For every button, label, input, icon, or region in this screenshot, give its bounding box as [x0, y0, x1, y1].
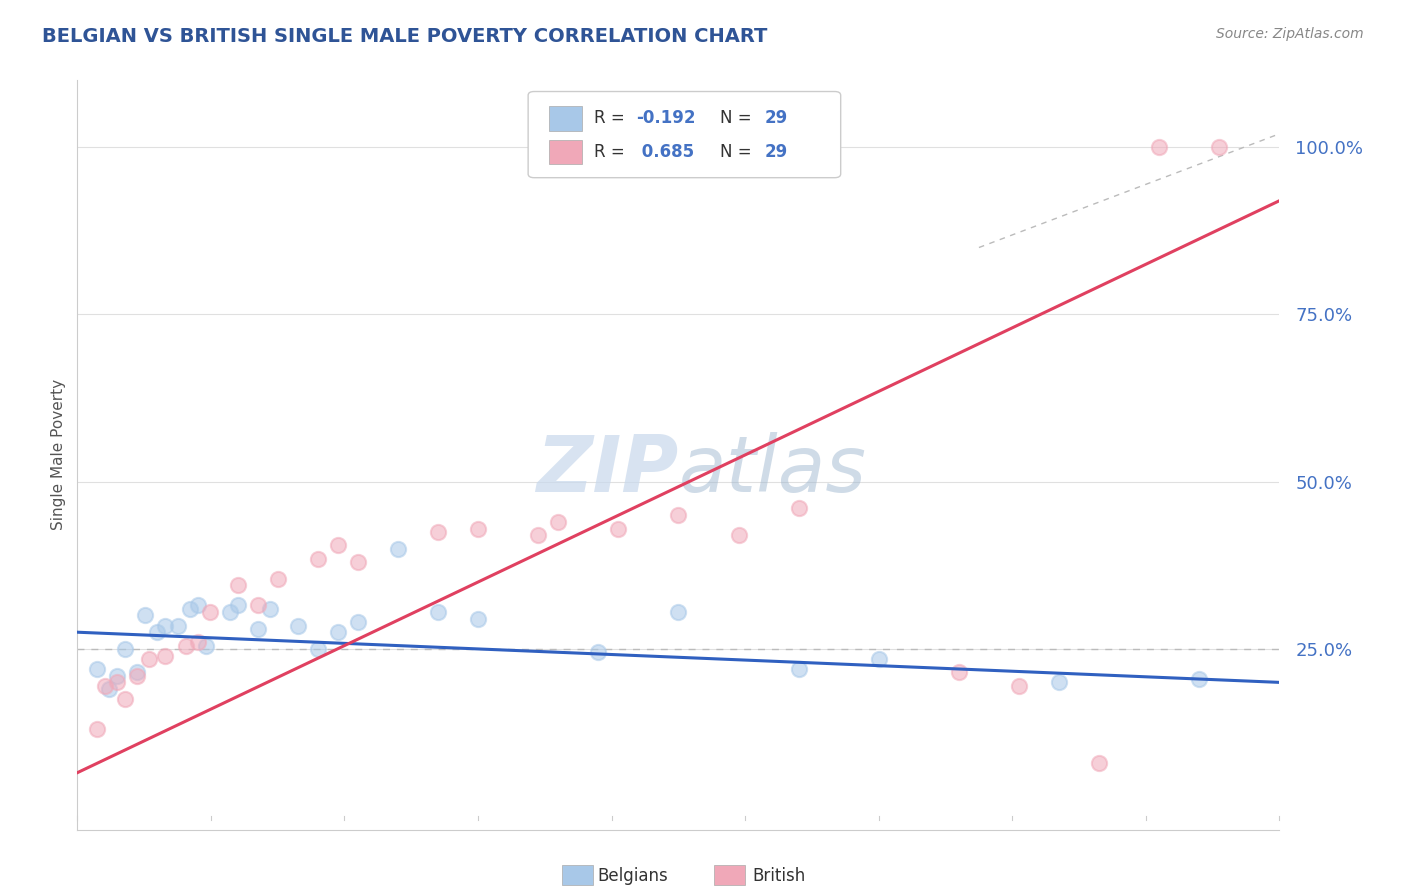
Point: [527, 528, 550, 542]
Text: ZIP: ZIP: [536, 432, 679, 508]
Point: [868, 652, 890, 666]
Point: [246, 599, 269, 613]
Point: [127, 665, 149, 680]
Text: -0.192: -0.192: [637, 110, 696, 128]
Point: [387, 541, 409, 556]
Point: [1008, 679, 1031, 693]
Point: [948, 665, 970, 680]
Text: Source: ZipAtlas.com: Source: ZipAtlas.com: [1216, 27, 1364, 41]
Point: [114, 692, 136, 706]
Y-axis label: Single Male Poverty: Single Male Poverty: [51, 379, 66, 531]
Point: [1088, 756, 1111, 770]
Point: [134, 608, 156, 623]
Point: [186, 599, 209, 613]
Point: [607, 521, 630, 535]
Point: [668, 508, 690, 523]
Point: [198, 605, 221, 619]
Point: [114, 642, 136, 657]
Point: [174, 639, 197, 653]
Text: N =: N =: [720, 143, 758, 161]
Point: [1047, 675, 1070, 690]
Text: atlas: atlas: [679, 432, 866, 508]
Point: [127, 669, 149, 683]
Point: [86, 662, 108, 676]
FancyBboxPatch shape: [548, 106, 582, 130]
Point: [246, 622, 269, 636]
Point: [107, 675, 129, 690]
Text: R =: R =: [595, 143, 630, 161]
Point: [146, 625, 169, 640]
Point: [94, 679, 117, 693]
Point: [98, 682, 121, 697]
Point: [467, 521, 489, 535]
Point: [347, 615, 370, 630]
Point: [267, 572, 290, 586]
Point: [1208, 140, 1230, 154]
Point: [307, 642, 329, 657]
Point: [588, 645, 610, 659]
Point: [86, 723, 108, 737]
Point: [155, 618, 177, 632]
Point: [166, 618, 188, 632]
Point: [668, 605, 690, 619]
Text: BELGIAN VS BRITISH SINGLE MALE POVERTY CORRELATION CHART: BELGIAN VS BRITISH SINGLE MALE POVERTY C…: [42, 27, 768, 45]
Point: [326, 538, 349, 552]
Point: [179, 602, 201, 616]
FancyBboxPatch shape: [529, 92, 841, 178]
Point: [226, 578, 249, 592]
Point: [1188, 672, 1211, 686]
Point: [218, 605, 240, 619]
Text: N =: N =: [720, 110, 758, 128]
Point: [226, 599, 249, 613]
Text: 29: 29: [765, 143, 789, 161]
Text: Belgians: Belgians: [598, 867, 668, 885]
Point: [427, 524, 450, 539]
Point: [307, 551, 329, 566]
Text: R =: R =: [595, 110, 630, 128]
Point: [1149, 140, 1171, 154]
Point: [547, 515, 569, 529]
FancyBboxPatch shape: [548, 140, 582, 164]
Point: [326, 625, 349, 640]
Text: 29: 29: [765, 110, 789, 128]
Point: [427, 605, 450, 619]
Text: British: British: [752, 867, 806, 885]
Point: [155, 648, 177, 663]
Point: [347, 555, 370, 569]
Text: 0.685: 0.685: [637, 143, 695, 161]
Point: [727, 528, 749, 542]
Point: [107, 669, 129, 683]
Point: [787, 501, 810, 516]
Point: [138, 652, 160, 666]
Point: [787, 662, 810, 676]
Point: [186, 635, 209, 649]
Point: [287, 618, 309, 632]
Point: [259, 602, 281, 616]
Point: [194, 639, 217, 653]
Point: [467, 612, 489, 626]
